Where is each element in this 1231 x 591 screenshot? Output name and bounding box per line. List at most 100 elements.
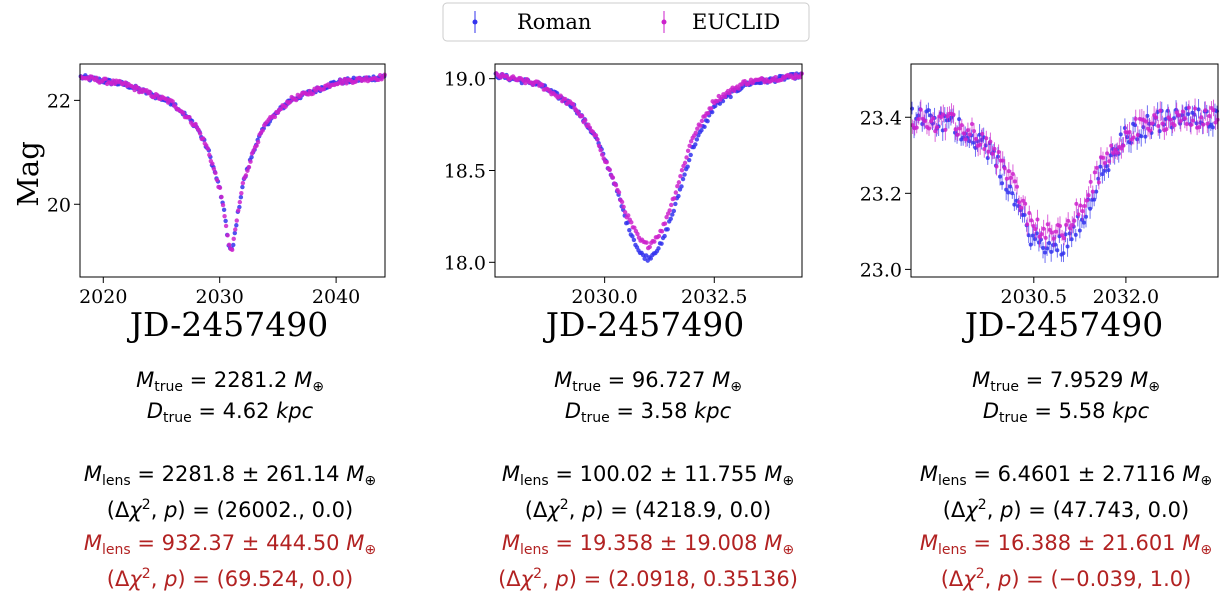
data-point xyxy=(1100,151,1105,168)
data-point xyxy=(1015,176,1020,195)
data-point xyxy=(237,199,243,205)
panel-2-chi-2: (Δχ2, p) = (2.0918, 0.35136) xyxy=(498,566,798,591)
data-point xyxy=(1148,119,1153,140)
data-point xyxy=(698,123,703,128)
panel-2-plot-area: 2030.0 2032.5 18.0 18.5 19.0 xyxy=(444,63,804,308)
data-point xyxy=(540,82,545,88)
data-point xyxy=(621,204,626,210)
data-point xyxy=(929,114,934,130)
data-point xyxy=(616,190,622,195)
data-point xyxy=(1072,211,1077,229)
data-point xyxy=(1041,242,1046,259)
data-point xyxy=(694,137,700,142)
data-point xyxy=(214,177,220,183)
data-point xyxy=(364,75,369,80)
data-point xyxy=(662,233,667,239)
data-point xyxy=(272,114,278,120)
data-point xyxy=(1068,221,1073,239)
data-point xyxy=(232,230,237,236)
data-point xyxy=(1045,214,1050,234)
data-point xyxy=(310,91,316,96)
data-point xyxy=(1047,234,1052,252)
data-point xyxy=(260,128,265,133)
y-tick-label: 19.0 xyxy=(444,69,486,91)
data-point xyxy=(1012,193,1017,212)
data-point xyxy=(980,128,985,144)
y-tick-label: 22 xyxy=(47,90,71,112)
data-point xyxy=(1207,105,1212,125)
panel-3-d-true: Dtrue = 5.58 kpc xyxy=(982,399,1150,426)
data-point xyxy=(535,79,540,85)
y-tick-label: 23.4 xyxy=(860,107,902,129)
x-tick-label: 2040 xyxy=(312,286,360,308)
data-point xyxy=(728,94,733,100)
data-point xyxy=(688,152,693,158)
panel-2-background xyxy=(495,64,802,277)
panel-3-fit-euclid: Mlens = 16.388 ± 21.601 M⊕ (Δχ2, p) = (−… xyxy=(866,531,1231,591)
data-point xyxy=(601,156,606,161)
data-point xyxy=(1178,113,1183,132)
data-point xyxy=(1021,195,1026,210)
data-point xyxy=(1061,243,1066,263)
data-point xyxy=(243,173,249,178)
data-point xyxy=(1158,101,1163,122)
data-point xyxy=(201,136,206,141)
data-point xyxy=(213,170,218,176)
data-point xyxy=(1004,179,1009,201)
data-point xyxy=(197,131,203,136)
data-point xyxy=(619,199,625,205)
data-point xyxy=(996,144,1001,160)
panel-3-chi-1: (Δχ2, p) = (47.743, 0.0) xyxy=(942,497,1190,522)
data-point xyxy=(236,208,241,213)
data-point xyxy=(1049,224,1054,242)
panel-3-plot-area: 2030.5 2032.0 23.0 23.2 23.4 xyxy=(860,63,1220,308)
data-point xyxy=(233,227,238,232)
data-point xyxy=(1019,196,1024,217)
data-point xyxy=(599,152,605,157)
data-point xyxy=(1180,105,1185,121)
data-point xyxy=(1022,206,1027,223)
data-point xyxy=(1150,116,1155,132)
data-point xyxy=(673,201,678,207)
panel-3-m-lens-2: Mlens = 16.388 ± 21.601 M⊕ xyxy=(919,531,1213,558)
data-point xyxy=(957,110,962,127)
data-point xyxy=(679,168,685,173)
panel-1-fit-roman: Mlens = 2281.8 ± 261.14 M⊕ (Δχ2, p) = (2… xyxy=(30,462,430,522)
data-point xyxy=(1000,173,1005,190)
data-point xyxy=(670,212,675,217)
data-point xyxy=(1098,156,1103,177)
data-point xyxy=(1156,119,1161,136)
data-point xyxy=(613,183,619,188)
data-point xyxy=(1064,217,1069,231)
data-point xyxy=(222,213,227,219)
data-point xyxy=(994,157,999,176)
panel-1-chi-1-value: (26002., 0.0) xyxy=(216,498,354,522)
panel-3-chi-2: (Δχ2, p) = (−0.039, 1.0) xyxy=(940,566,1192,591)
data-point xyxy=(652,239,657,244)
data-point xyxy=(1203,101,1208,121)
data-point xyxy=(1082,197,1087,217)
data-point xyxy=(687,143,692,148)
data-point xyxy=(283,104,288,109)
panel-1-frame xyxy=(79,63,386,278)
data-point xyxy=(965,122,970,137)
data-point xyxy=(963,130,968,148)
data-point xyxy=(223,223,229,229)
panel-1-background xyxy=(80,64,385,277)
data-point xyxy=(251,148,256,153)
data-point xyxy=(1033,222,1038,239)
panel-2-d-true: Dtrue = 3.58 kpc xyxy=(564,399,732,426)
x-tick-label: 2030.0 xyxy=(571,286,637,308)
data-point xyxy=(1086,186,1091,202)
data-point xyxy=(1008,179,1013,195)
data-point xyxy=(294,97,299,103)
data-point xyxy=(1186,100,1191,114)
data-point xyxy=(187,115,192,120)
data-point xyxy=(678,173,683,179)
data-point xyxy=(722,94,728,99)
legend-marker-euclid xyxy=(661,11,667,33)
data-point xyxy=(688,139,694,144)
data-point xyxy=(659,229,665,234)
x-tick-label: 2030 xyxy=(196,286,244,308)
data-point xyxy=(648,256,654,261)
